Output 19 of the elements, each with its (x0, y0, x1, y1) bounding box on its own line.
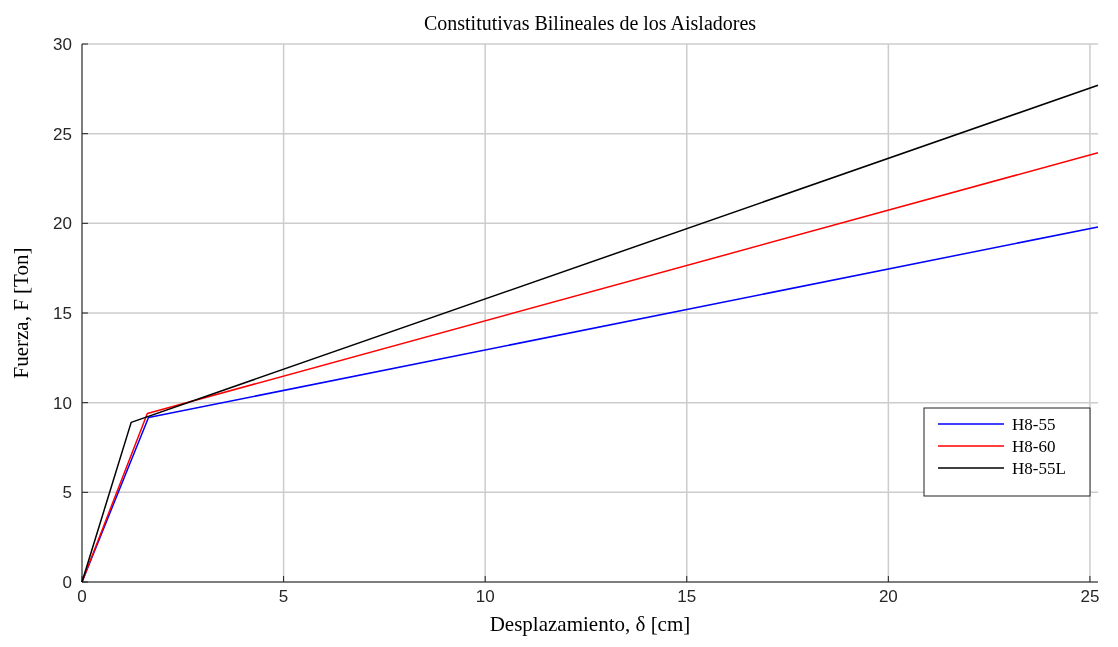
legend-label: H8-55 (1012, 415, 1056, 434)
x-tick-label: 5 (278, 587, 289, 606)
chart-title: Constitutivas Bilineales de los Aisladores (423, 12, 757, 34)
y-tick-label: 10 (53, 393, 72, 413)
legend-label: H8-60 (1012, 437, 1056, 456)
y-axis-title: Fuerza, F [Ton] (9, 247, 33, 379)
y-tick-label: 0 (62, 573, 72, 592)
x-axis-title: Desplazamiento, δ [cm] (489, 612, 691, 636)
legend-label: H8-55L (1012, 459, 1066, 478)
x-tick-label: 20 (878, 587, 898, 606)
x-tick-label: 25 (1080, 587, 1100, 606)
y-tick-label: 15 (53, 304, 72, 323)
x-tick-label: 0 (77, 587, 87, 606)
x-tick-label: 10 (475, 587, 495, 606)
y-tick-label: 25 (53, 124, 72, 144)
y-tick-label: 20 (53, 214, 72, 234)
x-tick-label: 15 (677, 587, 697, 606)
y-tick-label: 5 (62, 483, 72, 503)
y-tick-label: 30 (53, 35, 72, 54)
